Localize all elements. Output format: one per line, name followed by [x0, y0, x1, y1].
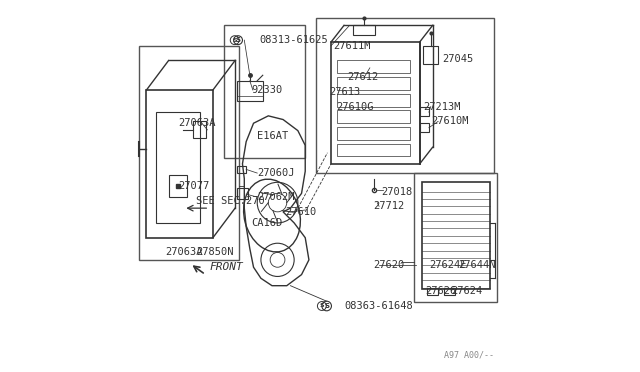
- Text: S: S: [232, 38, 237, 43]
- Text: 27018: 27018: [381, 186, 412, 196]
- Bar: [337, 77, 410, 90]
- Text: 27644N: 27644N: [458, 260, 496, 270]
- Text: 08313-61625: 08313-61625: [259, 35, 328, 45]
- Bar: [414, 173, 497, 302]
- Bar: [168, 175, 187, 197]
- Text: 27063A: 27063A: [178, 118, 215, 128]
- Bar: [139, 46, 239, 260]
- Text: E16AT: E16AT: [257, 131, 289, 141]
- Text: 27624: 27624: [451, 286, 483, 296]
- Text: 27045: 27045: [442, 54, 473, 64]
- Bar: [420, 123, 429, 132]
- Bar: [444, 288, 455, 295]
- Bar: [337, 144, 410, 157]
- Text: 27610: 27610: [285, 207, 316, 217]
- Bar: [337, 127, 410, 140]
- Bar: [316, 18, 493, 173]
- Text: 27213M: 27213M: [424, 102, 461, 112]
- Text: 27620: 27620: [374, 260, 404, 270]
- Text: 92330: 92330: [252, 85, 283, 95]
- Text: CA16D: CA16D: [252, 218, 283, 228]
- Text: 27077: 27077: [178, 181, 209, 191]
- Text: 27850N: 27850N: [196, 247, 234, 257]
- Text: FRONT: FRONT: [209, 262, 243, 272]
- Bar: [337, 110, 410, 123]
- Text: 27062M: 27062M: [257, 192, 295, 202]
- Text: S: S: [236, 37, 241, 43]
- Bar: [331, 42, 420, 164]
- Text: 27611M: 27611M: [333, 41, 371, 51]
- Text: 27613: 27613: [329, 87, 360, 97]
- Text: 27610M: 27610M: [431, 116, 468, 126]
- Bar: [337, 94, 410, 107]
- Text: S: S: [319, 304, 324, 308]
- Text: 27626: 27626: [425, 286, 456, 296]
- Bar: [353, 25, 376, 35]
- Bar: [420, 107, 429, 116]
- Text: 08363-61648: 08363-61648: [344, 301, 413, 311]
- Bar: [422, 182, 490, 289]
- Bar: [147, 90, 213, 238]
- Bar: [427, 288, 438, 295]
- Text: 27063A: 27063A: [165, 247, 202, 257]
- Bar: [337, 61, 410, 73]
- Text: S: S: [324, 303, 329, 309]
- Bar: [156, 112, 200, 223]
- Text: 27610G: 27610G: [337, 102, 374, 112]
- Text: 27624E: 27624E: [429, 260, 467, 270]
- Bar: [424, 46, 438, 64]
- Text: SEE SEC.270: SEE SEC.270: [196, 196, 265, 206]
- Bar: [237, 81, 263, 101]
- Text: A97 A00/--: A97 A00/--: [444, 350, 493, 359]
- Bar: [237, 188, 248, 199]
- Text: 27612: 27612: [348, 72, 379, 82]
- Text: 27060J: 27060J: [257, 168, 295, 178]
- Bar: [237, 166, 246, 173]
- Bar: [224, 25, 305, 158]
- Bar: [193, 121, 205, 138]
- Text: 27712: 27712: [374, 201, 404, 211]
